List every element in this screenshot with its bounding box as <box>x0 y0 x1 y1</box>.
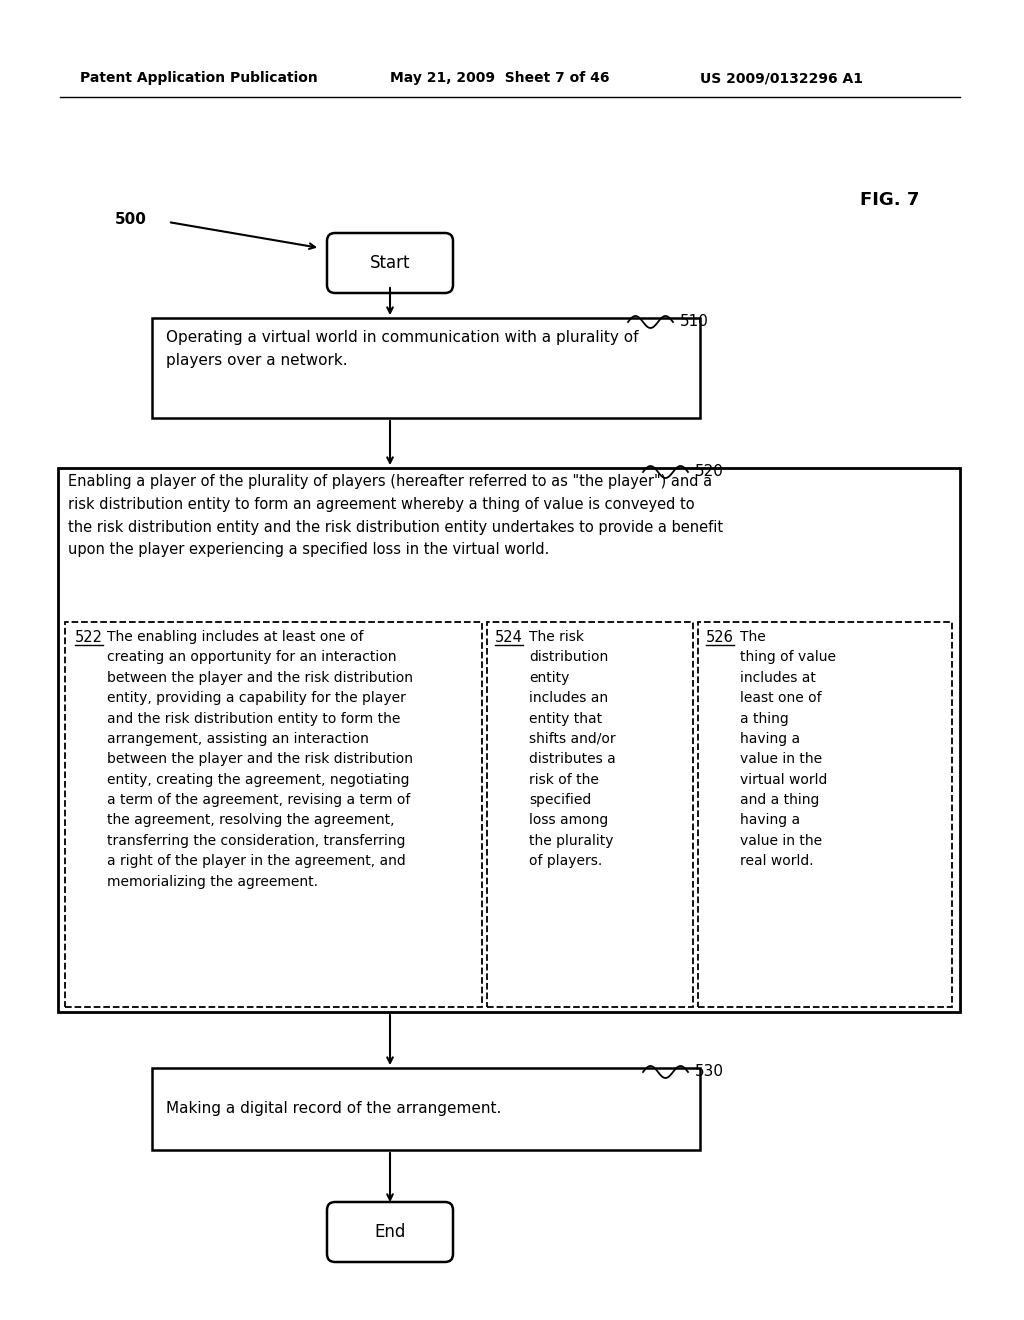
Text: Enabling a player of the plurality of players (hereafter referred to as "the pla: Enabling a player of the plurality of pl… <box>68 474 723 557</box>
FancyBboxPatch shape <box>327 1203 453 1262</box>
Text: FIG. 7: FIG. 7 <box>860 191 920 209</box>
Text: 500: 500 <box>115 213 146 227</box>
FancyBboxPatch shape <box>327 234 453 293</box>
Text: The risk
distribution
entity
includes an
entity that
shifts and/or
distributes a: The risk distribution entity includes an… <box>529 630 615 869</box>
Text: Patent Application Publication: Patent Application Publication <box>80 71 317 84</box>
Text: Operating a virtual world in communication with a plurality of
players over a ne: Operating a virtual world in communicati… <box>166 330 639 368</box>
FancyBboxPatch shape <box>487 622 693 1007</box>
Text: US 2009/0132296 A1: US 2009/0132296 A1 <box>700 71 863 84</box>
Text: Making a digital record of the arrangement.: Making a digital record of the arrangeme… <box>166 1101 502 1117</box>
Text: Start: Start <box>370 253 411 272</box>
Text: The enabling includes at least one of
creating an opportunity for an interaction: The enabling includes at least one of cr… <box>106 630 413 888</box>
FancyBboxPatch shape <box>58 469 961 1012</box>
FancyBboxPatch shape <box>65 622 482 1007</box>
FancyBboxPatch shape <box>698 622 952 1007</box>
Text: 526: 526 <box>706 630 734 645</box>
Text: May 21, 2009  Sheet 7 of 46: May 21, 2009 Sheet 7 of 46 <box>390 71 609 84</box>
Text: 520: 520 <box>695 463 724 479</box>
Text: 530: 530 <box>695 1064 724 1078</box>
FancyBboxPatch shape <box>152 318 700 418</box>
FancyBboxPatch shape <box>152 1068 700 1150</box>
Text: End: End <box>375 1224 406 1241</box>
Text: The
thing of value
includes at
least one of
a thing
having a
value in the
virtua: The thing of value includes at least one… <box>740 630 836 869</box>
Text: 524: 524 <box>495 630 523 645</box>
Text: 510: 510 <box>680 314 709 330</box>
Text: 522: 522 <box>75 630 103 645</box>
